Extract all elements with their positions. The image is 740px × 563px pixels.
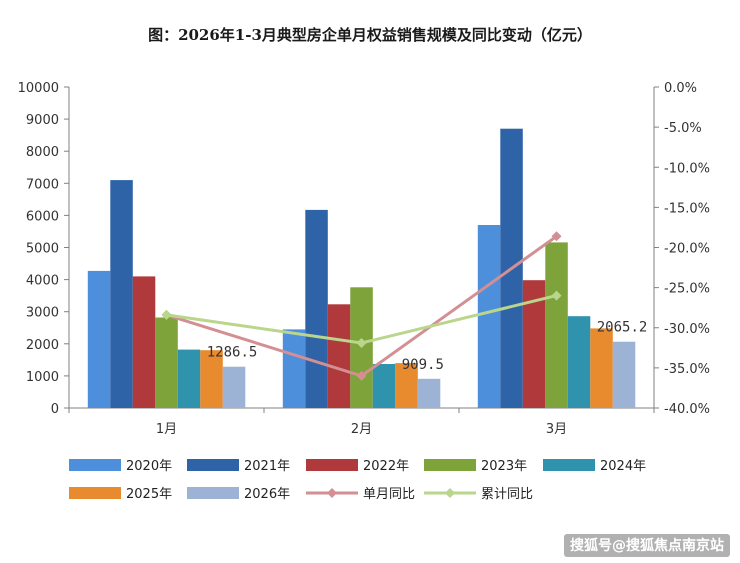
right-tick-label: -40.0% xyxy=(664,402,710,417)
legend-swatch xyxy=(543,459,595,471)
right-tick-label: -35.0% xyxy=(664,362,710,377)
left-tick-label: 1000 xyxy=(26,370,59,385)
left-tick-label: 2000 xyxy=(26,338,59,353)
legend-marker xyxy=(445,488,455,498)
bar-2026年-3月 xyxy=(612,341,636,408)
left-tick-label: 8000 xyxy=(26,145,59,160)
watermark: 搜狐号@搜狐焦点南京站 xyxy=(564,534,730,557)
bar-2024年-1月 xyxy=(177,349,201,408)
left-tick-label: 9000 xyxy=(26,113,59,128)
bar-2020年-1月 xyxy=(87,270,111,408)
legend-item-2021年: 2021年 xyxy=(187,459,290,474)
bar-2020年-2月 xyxy=(282,329,306,408)
left-tick-label: 5000 xyxy=(26,242,59,257)
legend-swatch xyxy=(187,487,239,499)
bar-2023年-3月 xyxy=(545,242,568,408)
left-tick-label: 7000 xyxy=(26,177,59,192)
right-tick-label: 0.0% xyxy=(664,81,697,96)
legend-swatch xyxy=(69,459,121,471)
legend-label: 累计同比 xyxy=(481,487,533,502)
marker-单月同比-3月 xyxy=(551,231,562,242)
bar-2024年-2月 xyxy=(372,364,396,408)
legend-item-2026年: 2026年 xyxy=(187,487,290,502)
bar-2026年-2月 xyxy=(417,378,441,408)
bar-2022年-3月 xyxy=(522,280,546,408)
left-tick-label: 3000 xyxy=(26,306,59,321)
legend-label: 2024年 xyxy=(600,459,646,474)
marker-累计同比-2月 xyxy=(356,337,367,348)
plot-area: 0 1000 2000 3000 4000 5000 6000 7000 8000 9000 100… xyxy=(18,81,710,437)
legend-label: 2026年 xyxy=(244,487,290,502)
bar-2022年-1月 xyxy=(132,276,156,408)
bar-2026年-1月 xyxy=(222,366,246,408)
legend: 2020年 2021年 2022年 2023年 2024年 2025年 2026年 单月同比 累… xyxy=(69,459,646,502)
watermark-background xyxy=(564,534,730,557)
bar-2023年-1月 xyxy=(155,317,178,408)
legend-label: 2025年 xyxy=(126,487,172,502)
bar-2025年-1月 xyxy=(200,350,223,408)
legend-item-单月同比: 单月同比 xyxy=(306,487,415,502)
left-tick-label: 0 xyxy=(51,402,59,417)
bar-2021年-1月 xyxy=(110,180,133,408)
right-tick-label: -10.0% xyxy=(664,161,710,176)
bar-2020年-3月 xyxy=(477,225,501,408)
left-tick-label: 10000 xyxy=(18,81,59,96)
legend-item-2025年: 2025年 xyxy=(69,487,172,502)
watermark-text: 搜狐号@搜狐焦点南京站 xyxy=(570,537,724,554)
legend-item-2024年: 2024年 xyxy=(543,459,646,474)
bar-2021年-2月 xyxy=(305,209,328,408)
bar-2024年-3月 xyxy=(567,316,591,408)
legend-label: 2021年 xyxy=(244,459,290,474)
right-tick-label: -30.0% xyxy=(664,322,710,337)
category-label: 2月 xyxy=(351,422,372,437)
legend-label: 单月同比 xyxy=(363,487,415,502)
right-tick-label: -20.0% xyxy=(664,242,710,257)
legend-swatch xyxy=(69,487,121,499)
right-tick-label: -15.0% xyxy=(664,201,710,216)
bar-2025年-3月 xyxy=(590,328,613,408)
legend-label: 2020年 xyxy=(126,459,172,474)
left-tick-label: 4000 xyxy=(26,274,59,289)
bar-2025年-2月 xyxy=(395,363,418,408)
chart-title: 图：2026年1-3月典型房企单月权益销售规模及同比变动（亿元） xyxy=(148,26,592,44)
legend-label: 2023年 xyxy=(481,459,527,474)
category-label: 3月 xyxy=(546,422,567,437)
right-tick-label: -25.0% xyxy=(664,282,710,297)
marker-累计同比-1月 xyxy=(161,309,172,320)
data-label: 1286.5 xyxy=(207,345,258,361)
category-label: 1月 xyxy=(156,422,177,437)
legend-swatch xyxy=(424,459,476,471)
legend-item-2023年: 2023年 xyxy=(424,459,527,474)
legend-item-2020年: 2020年 xyxy=(69,459,172,474)
left-tick-label: 6000 xyxy=(26,209,59,224)
right-tick-label: -5.0% xyxy=(664,121,702,136)
legend-marker xyxy=(327,488,337,498)
legend-item-2022年: 2022年 xyxy=(306,459,409,474)
legend-swatch xyxy=(306,459,358,471)
legend-label: 2022年 xyxy=(363,459,409,474)
legend-item-累计同比: 累计同比 xyxy=(424,487,533,502)
legend-swatch xyxy=(187,459,239,471)
data-label: 2065.2 xyxy=(597,320,648,336)
marker-单月同比-2月 xyxy=(356,370,367,381)
bar-2022年-2月 xyxy=(327,304,351,408)
marker-累计同比-3月 xyxy=(551,290,562,301)
data-label: 909.5 xyxy=(402,357,444,373)
